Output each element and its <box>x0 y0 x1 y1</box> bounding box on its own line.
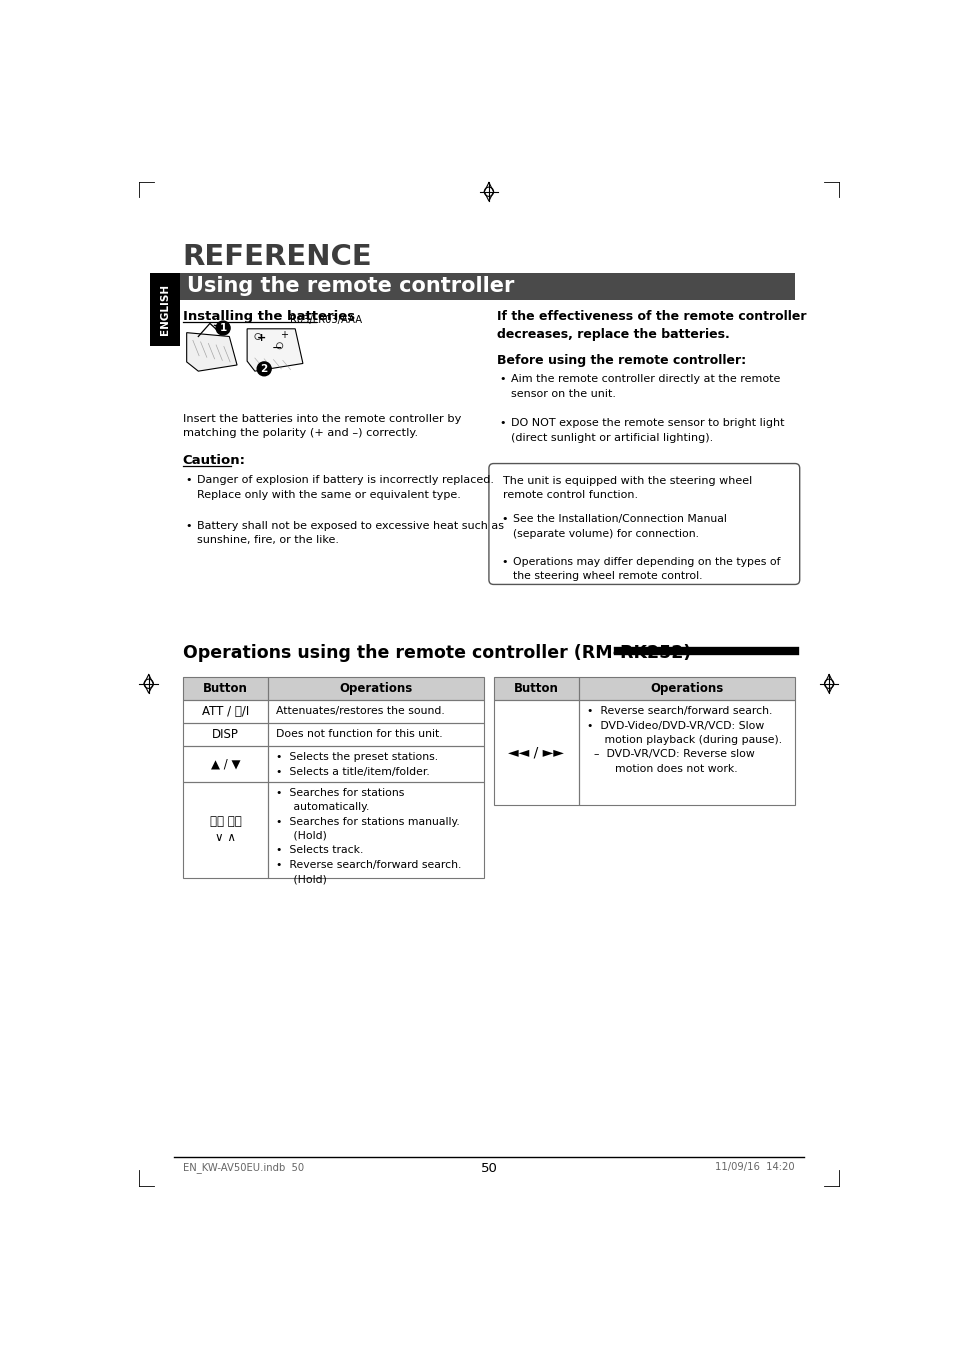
Text: •: • <box>500 515 507 524</box>
Text: Battery shall not be exposed to excessive heat such as
sunshine, fire, or the li: Battery shall not be exposed to excessiv… <box>196 520 503 544</box>
Bar <box>183 700 268 723</box>
Text: Insert the batteries into the remote controller by
matching the polarity (+ and : Insert the batteries into the remote con… <box>183 413 460 439</box>
FancyBboxPatch shape <box>150 272 179 345</box>
Bar <box>268 723 484 746</box>
Text: •  Selects the preset stations.
•  Selects a title/item/folder.: • Selects the preset stations. • Selects… <box>275 753 437 777</box>
Text: −: − <box>271 341 281 355</box>
Bar <box>268 781 484 877</box>
Bar <box>183 700 268 723</box>
Text: •: • <box>498 374 505 385</box>
Text: Attenuates/restores the sound.: Attenuates/restores the sound. <box>275 705 444 716</box>
Bar <box>268 781 484 877</box>
Bar <box>268 746 484 781</box>
Text: •  Searches for stations
     automatically.
•  Searches for stations manually.
: • Searches for stations automatically. •… <box>275 788 460 884</box>
FancyBboxPatch shape <box>150 272 794 301</box>
Text: Caution:: Caution: <box>183 454 246 467</box>
Text: ▲ / ▼: ▲ / ▼ <box>211 757 240 770</box>
Text: Operations: Operations <box>650 682 722 695</box>
Text: EN_KW-AV50EU.indb  50: EN_KW-AV50EU.indb 50 <box>183 1162 304 1173</box>
Text: Operations may differ depending on the types of
the steering wheel remote contro: Operations may differ depending on the t… <box>513 556 780 581</box>
Bar <box>578 700 794 804</box>
Text: ENGLISH: ENGLISH <box>160 283 170 334</box>
Text: If the effectiveness of the remote controller
decreases, replace the batteries.: If the effectiveness of the remote contr… <box>497 310 805 341</box>
Text: Operations using the remote controller (RM-RK252): Operations using the remote controller (… <box>183 645 690 662</box>
Text: DO NOT expose the remote sensor to bright light
(direct sunlight or artificial l: DO NOT expose the remote sensor to brigh… <box>510 418 783 443</box>
Circle shape <box>257 362 271 376</box>
Text: The unit is equipped with the steering wheel
remote control function.: The unit is equipped with the steering w… <box>502 475 751 500</box>
Bar <box>578 677 794 700</box>
Text: ◄◄ / ►►: ◄◄ / ►► <box>508 745 563 760</box>
Bar <box>183 723 268 746</box>
Bar <box>183 746 268 781</box>
Text: Does not function for this unit.: Does not function for this unit. <box>275 730 442 739</box>
Text: •: • <box>500 556 507 567</box>
Bar <box>268 700 484 723</box>
Bar <box>268 746 484 781</box>
Text: •: • <box>185 520 192 531</box>
Text: REFERENCE: REFERENCE <box>183 244 373 271</box>
Text: •: • <box>185 475 192 485</box>
Bar <box>578 700 794 804</box>
FancyBboxPatch shape <box>488 463 799 585</box>
Bar <box>183 781 268 877</box>
Text: R03/LR03/AAA: R03/LR03/AAA <box>290 315 361 325</box>
Bar <box>183 781 268 877</box>
PathPatch shape <box>187 333 236 371</box>
Text: ATT / ⏻/I: ATT / ⏻/I <box>202 705 249 718</box>
Bar <box>493 677 578 700</box>
Text: Danger of explosion if battery is incorrectly replaced.
Replace only with the sa: Danger of explosion if battery is incorr… <box>196 475 494 500</box>
Text: DISP: DISP <box>212 728 238 741</box>
Bar <box>183 677 268 700</box>
Circle shape <box>216 321 230 334</box>
Bar <box>183 723 268 746</box>
Text: +: + <box>280 330 288 340</box>
Bar <box>268 677 484 700</box>
Text: Button: Button <box>203 682 248 695</box>
Text: •: • <box>498 418 505 428</box>
Bar <box>493 677 578 700</box>
Text: Installing the batteries: Installing the batteries <box>183 310 355 322</box>
PathPatch shape <box>247 329 303 371</box>
Bar <box>183 746 268 781</box>
Bar <box>493 700 578 804</box>
Text: See the Installation/Connection Manual
(separate volume) for connection.: See the Installation/Connection Manual (… <box>513 515 726 539</box>
Bar <box>268 723 484 746</box>
Text: 50: 50 <box>480 1162 497 1175</box>
Text: 1: 1 <box>219 324 227 333</box>
Bar <box>268 700 484 723</box>
Text: Operations: Operations <box>339 682 413 695</box>
Text: 11/09/16  14:20: 11/09/16 14:20 <box>715 1162 794 1173</box>
Text: •  Reverse search/forward search.
•  DVD-Video/DVD-VR/VCD: Slow
     motion play: • Reverse search/forward search. • DVD-V… <box>586 705 781 773</box>
Text: Aim the remote controller directly at the remote
sensor on the unit.: Aim the remote controller directly at th… <box>510 374 780 398</box>
Text: Button: Button <box>514 682 558 695</box>
Bar <box>578 677 794 700</box>
Text: Using the remote controller: Using the remote controller <box>187 276 514 297</box>
Bar <box>183 677 268 700</box>
Bar <box>493 700 578 804</box>
Text: ⏮⏮ ⏭⏭
∨ ∧: ⏮⏮ ⏭⏭ ∨ ∧ <box>210 815 241 844</box>
Text: +: + <box>256 333 266 343</box>
Text: Before using the remote controller:: Before using the remote controller: <box>497 355 745 367</box>
Bar <box>268 677 484 700</box>
Text: 2: 2 <box>260 364 268 374</box>
